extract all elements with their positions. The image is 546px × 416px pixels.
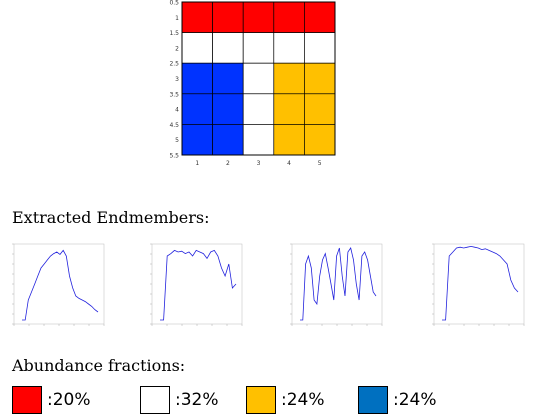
grid-cell [181,32,213,64]
grid-cell [304,1,336,33]
grid-y-tick: 1 [175,15,179,22]
legend-swatch-blue [358,386,388,414]
grid-cell [212,62,244,95]
grid-y-tick: 5.5 [169,153,179,160]
grid-cell [273,1,305,33]
grid-cell [304,62,336,95]
grid-y-tick: 5 [175,137,179,144]
grid-y-tick: 2.5 [169,61,179,68]
grid-x-tick: 5 [318,160,322,166]
grid-y-tick: 1.5 [169,30,179,37]
grid-cell [212,32,244,64]
spectrum-line [22,249,99,321]
plot-axes [13,243,105,325]
legend-swatch-yellow [246,386,276,414]
grid-cell [212,124,244,156]
grid-y-tick: 2 [175,45,179,52]
grid-cell [273,32,305,64]
legend-label-white: :32% [175,390,219,410]
grid-y-tick: 4.5 [169,122,179,129]
grid-cell [212,93,244,125]
grid-y-tick: 0.5 [169,0,179,7]
abundance-heading: Abundance fractions: [12,356,186,375]
endmember-plot-2 [150,243,243,326]
endmember-plot-3 [290,243,383,326]
grid-cell [242,32,275,64]
grid-cell [181,124,213,156]
grid-cell [181,1,213,33]
grid-cell [212,1,244,33]
grid-x-tick: 3 [257,160,261,166]
grid-cell [273,93,305,125]
grid-cell [273,62,305,95]
spectrum-line [300,247,377,321]
endmember-plot-1 [12,243,105,326]
spectrum-line [160,249,237,321]
abundance-map: 0.5 1 1.5 2 2.5 3 3.5 4 4.5 5 5.5 1 2 3 4 5 [169,0,336,166]
legend-swatch-white [140,386,170,414]
grid-x-tick: 1 [195,160,199,166]
grid-cell [181,93,213,125]
grid-y-tick: 4 [175,107,179,114]
endmember-plot-4 [432,243,525,326]
grid-cell [304,124,336,156]
grid-cell [273,124,305,156]
grid-cell [242,1,275,33]
grid-y-tick: 3 [175,76,179,83]
grid-cell [181,62,213,95]
grid-cell [242,124,275,156]
grid-y-tick: 3.5 [169,91,179,98]
endmembers-heading: Extracted Endmembers: [12,208,210,227]
legend-label-blue: :24% [393,390,437,410]
grid-x-tick: 2 [226,160,230,166]
legend-swatch-red [12,386,42,414]
grid-cell [304,93,336,125]
grid-cell [242,93,275,125]
spectrum-line [442,245,519,321]
grid-x-tick: 4 [287,160,291,166]
legend-label-yellow: :24% [281,390,325,410]
legend-label-red: :20% [47,390,91,410]
grid-cell [242,62,275,95]
grid-frame [181,1,336,156]
grid-cell [304,32,336,64]
